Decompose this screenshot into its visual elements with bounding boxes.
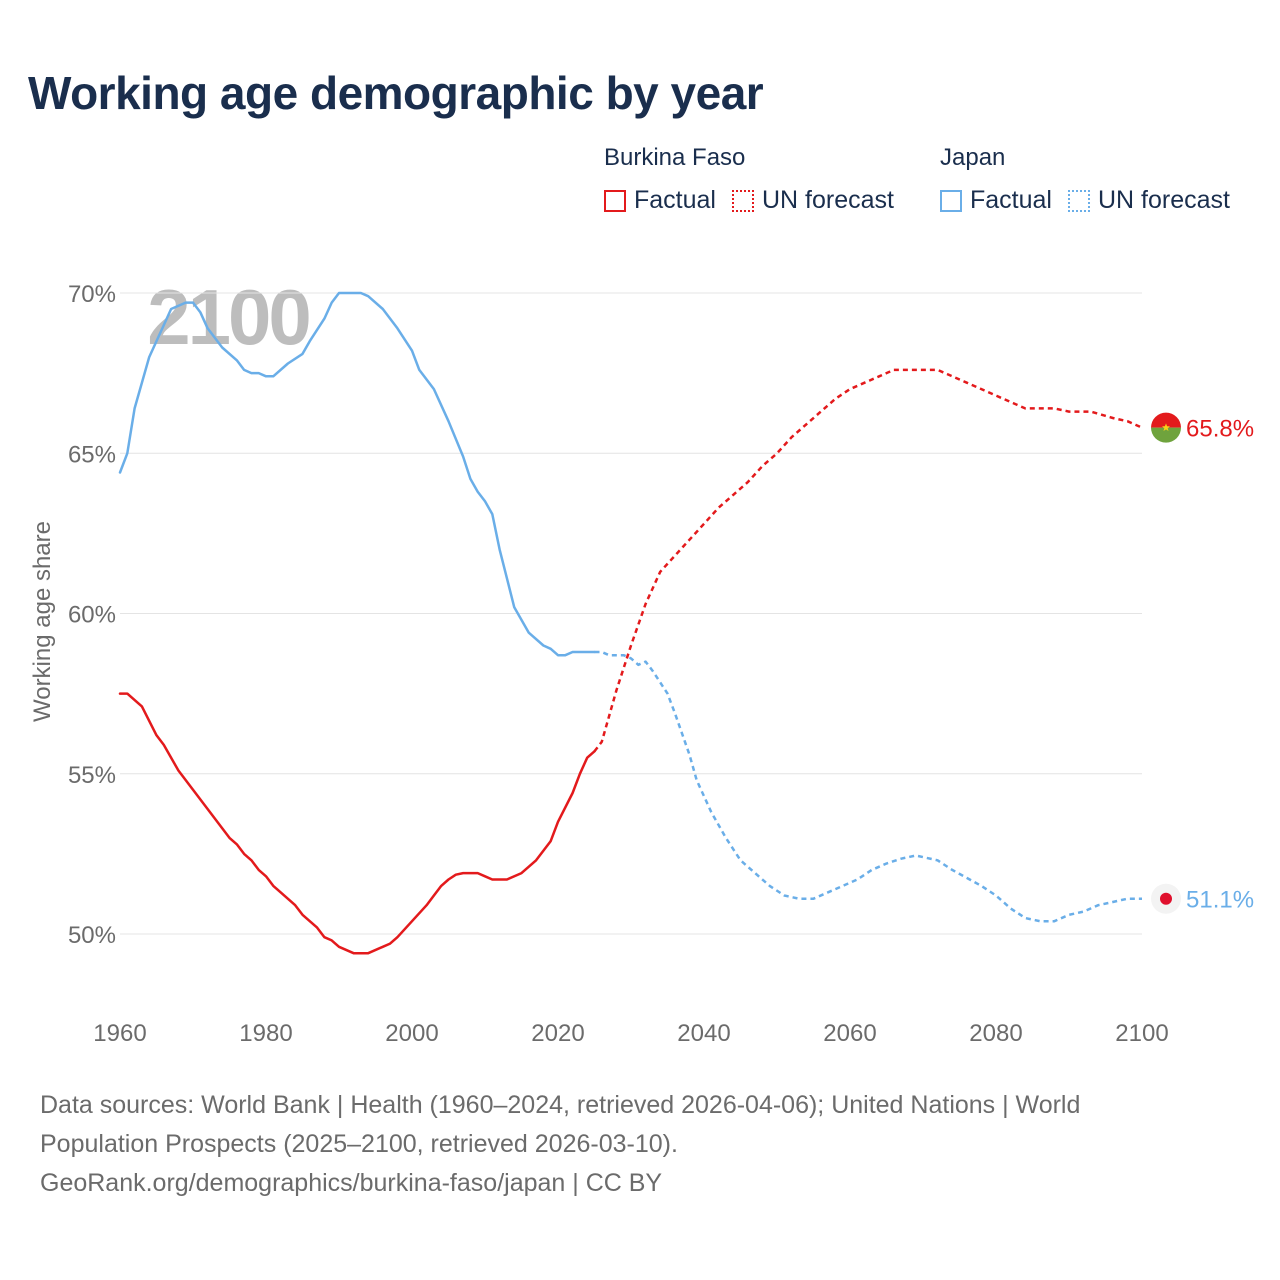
flag-green-half bbox=[1151, 427, 1181, 443]
x-tick-label: 2020 bbox=[531, 1020, 584, 1047]
burkina-faso-forecast-line bbox=[593, 368, 1143, 753]
x-tick-label: 1980 bbox=[239, 1020, 292, 1047]
legend-item-japan-forecast[interactable]: UN forecast bbox=[1067, 186, 1230, 215]
japan-forecast-line bbox=[594, 650, 1142, 923]
legend-item-burkina-forecast[interactable]: UN forecast bbox=[731, 186, 894, 215]
chart-footer: Data sources: World Bank | Health (1960–… bbox=[40, 1086, 1160, 1203]
y-axis-label: Working age share bbox=[29, 521, 56, 722]
y-tick-label: 50% bbox=[68, 922, 116, 949]
x-tick-label: 2080 bbox=[969, 1020, 1022, 1047]
legend-country-label: Burkina Faso bbox=[604, 144, 746, 171]
burkina-faso-end-marker[interactable] bbox=[1151, 412, 1181, 443]
x-tick-label: 1960 bbox=[93, 1020, 146, 1047]
data-sources-text: Data sources: World Bank | Health (1960–… bbox=[40, 1091, 1081, 1158]
y-tick-label: 55% bbox=[68, 762, 116, 789]
japan-end-label: 51.1% bbox=[1186, 887, 1254, 914]
legend-country-label: Japan bbox=[940, 144, 1006, 171]
x-tick-label: 2040 bbox=[677, 1020, 730, 1047]
y-tick-label: 60% bbox=[68, 602, 116, 629]
legend-swatch-dotted-icon bbox=[731, 189, 754, 212]
flag-red-half bbox=[1151, 412, 1181, 428]
burkina-faso-factual-line bbox=[118, 692, 596, 955]
legend-swatch-solid-icon bbox=[940, 189, 962, 212]
line-chart: 2100 50% 55% 60% 65% 70% 1960 1980 2000 2020 2040… bbox=[29, 273, 1254, 1047]
legend-item-label: UN forecast bbox=[1097, 186, 1230, 214]
japan-end-marker[interactable] bbox=[1151, 883, 1181, 914]
legend-item-burkina-factual[interactable]: Factual bbox=[604, 186, 716, 215]
flag-red-sun bbox=[1160, 892, 1172, 905]
year-watermark: 2100 bbox=[147, 273, 309, 361]
y-tick-label: 65% bbox=[68, 441, 116, 468]
y-tick-label: 70% bbox=[68, 281, 116, 308]
burkina-faso-end-label: 65.8% bbox=[1186, 416, 1254, 443]
x-tick-label: 2100 bbox=[1115, 1020, 1168, 1047]
legend-group-burkina-faso: Burkina Faso Factual UN forecast bbox=[604, 144, 894, 215]
legend-group-japan: Japan Factual UN forecast bbox=[940, 144, 1230, 215]
legend-swatch-dotted-icon bbox=[1067, 189, 1090, 212]
legend-item-label: UN forecast bbox=[761, 186, 894, 214]
legend-item-japan-factual[interactable]: Factual bbox=[940, 186, 1052, 215]
japan-factual-line bbox=[118, 291, 596, 657]
legend-item-label: Factual bbox=[970, 186, 1052, 214]
credit-link[interactable]: GeoRank.org/demographics/burkina-faso/ja… bbox=[40, 1169, 663, 1197]
legend-item-label: Factual bbox=[634, 186, 716, 214]
flag-star-icon bbox=[1162, 423, 1170, 431]
x-tick-label: 2060 bbox=[823, 1020, 876, 1047]
legend-swatch-solid-icon bbox=[604, 189, 626, 212]
x-tick-label: 2000 bbox=[385, 1020, 438, 1047]
chart-title: Working age demographic by year bbox=[28, 67, 764, 119]
